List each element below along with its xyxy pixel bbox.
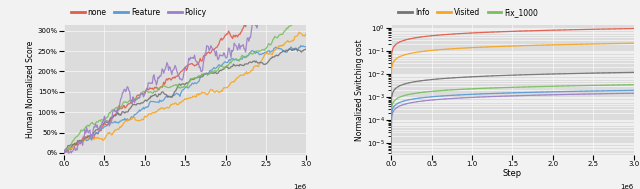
X-axis label: Step: Step xyxy=(503,169,522,178)
Legend: none, Feature, Policy: none, Feature, Policy xyxy=(68,5,210,20)
Legend: Info, Visited, Fix_1000: Info, Visited, Fix_1000 xyxy=(395,5,541,20)
Y-axis label: Human Normalized Score: Human Normalized Score xyxy=(26,41,35,139)
Y-axis label: Normalized Switching cost: Normalized Switching cost xyxy=(355,39,364,141)
Text: 1e6: 1e6 xyxy=(620,184,634,189)
Text: 1e6: 1e6 xyxy=(293,184,307,189)
